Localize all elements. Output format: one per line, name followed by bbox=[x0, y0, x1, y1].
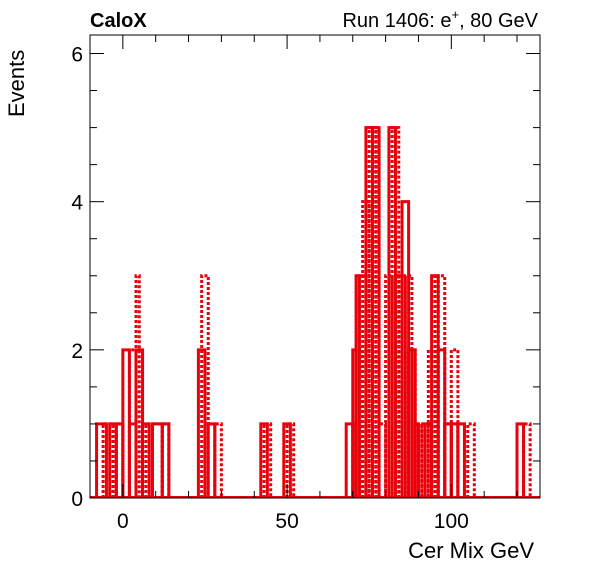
histogram-bin bbox=[127, 348, 138, 498]
chart-left-title: CaloX bbox=[90, 10, 147, 32]
histogram-bars bbox=[90, 126, 540, 498]
x-tick-label: 50 bbox=[275, 510, 298, 533]
histogram-bin bbox=[397, 274, 407, 498]
histogram-bin bbox=[426, 348, 437, 498]
x-axis-label: Cer Mix GeV bbox=[408, 538, 534, 563]
histogram-bin bbox=[285, 422, 296, 498]
histogram-bin bbox=[410, 348, 417, 498]
histogram-bin bbox=[95, 422, 108, 498]
y-tick-label: 0 bbox=[71, 488, 83, 511]
histogram-bin bbox=[213, 422, 223, 498]
chart-right-title: Run 1406: e+, 80 GeV bbox=[342, 7, 538, 32]
y-tick-label: 4 bbox=[71, 192, 83, 215]
histogram-bin bbox=[403, 274, 414, 498]
y-tick-label: 6 bbox=[71, 44, 83, 67]
histogram-bin bbox=[436, 274, 447, 498]
histogram-bin bbox=[354, 348, 365, 498]
histogram-bin bbox=[361, 200, 371, 498]
histogram-bin bbox=[160, 422, 171, 498]
x-tick-label: 100 bbox=[434, 510, 469, 533]
histogram-bin bbox=[101, 422, 115, 498]
histogram-bin bbox=[141, 422, 151, 498]
y-tick-label: 2 bbox=[71, 340, 83, 363]
histogram-bin bbox=[134, 274, 141, 498]
plot-frame bbox=[89, 34, 541, 499]
x-tick-label: 0 bbox=[117, 510, 129, 533]
histogram-bin bbox=[262, 422, 273, 498]
histogram-bin bbox=[259, 422, 269, 498]
histogram-bin bbox=[456, 422, 466, 498]
axis-ticks: 0 50 100 0 2 4 6 bbox=[71, 35, 540, 533]
histogram-bin bbox=[114, 422, 125, 498]
histogram-bin bbox=[374, 126, 381, 498]
histogram-bin bbox=[449, 348, 460, 498]
histogram-bin bbox=[200, 274, 210, 498]
histogram-bin bbox=[466, 422, 476, 498]
histogram-bin bbox=[282, 422, 292, 498]
histogram-bin bbox=[522, 422, 532, 498]
histogram-bin bbox=[351, 422, 361, 498]
histogram-bin bbox=[384, 274, 394, 498]
y-axis-label: Events bbox=[4, 50, 29, 117]
